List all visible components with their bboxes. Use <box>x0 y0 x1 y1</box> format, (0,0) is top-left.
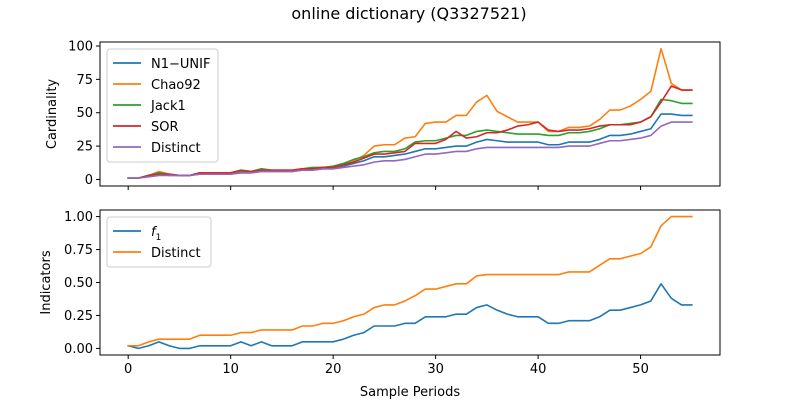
legend-label-distinct: Distinct <box>151 141 201 156</box>
y-tick-label: 50 <box>76 106 93 121</box>
series-line-distinct <box>127 121 693 179</box>
y-tick-label: 0.75 <box>64 243 93 258</box>
x-tick-label: 30 <box>427 362 444 377</box>
y-tick-label: 75 <box>76 73 93 88</box>
y-tick-label: 0.25 <box>64 309 93 324</box>
y-tick-label: 100 <box>68 40 93 55</box>
x-axis-label: Sample Periods <box>360 385 460 400</box>
y-tick-label: 25 <box>76 140 93 155</box>
series-line-sor <box>127 85 693 179</box>
y-tick-label: 0.50 <box>64 276 93 291</box>
series-line-distinct <box>127 215 693 347</box>
y-tick-label: 1.00 <box>64 210 93 225</box>
y-axis-label: Indicators <box>39 250 54 314</box>
chart-title: online dictionary (Q3327521) <box>291 4 526 23</box>
legend-box <box>106 48 219 163</box>
y-tick-label: 0.00 <box>64 342 93 357</box>
legend-label-f1: f1 <box>151 225 161 243</box>
x-tick-label: 0 <box>124 362 132 377</box>
x-tick-label: 50 <box>632 362 649 377</box>
indicators-panel: 0.00 0.25 0.50 0.75 1.00 0 10 20 30 40 50 Indicator… <box>39 209 721 400</box>
legend-box <box>106 216 212 268</box>
series-line-f1 <box>127 283 693 350</box>
x-tick-label: 10 <box>222 362 239 377</box>
y-axis-label: Cardinality <box>45 79 60 150</box>
cardinality-panel: 0 25 50 75 100 Cardinality N1−UNIF Chao92 Jack1 S… <box>45 40 721 190</box>
x-tick-label: 40 <box>530 362 547 377</box>
legend-label-jack1: Jack1 <box>150 99 186 114</box>
y-tick-label: 0 <box>85 173 93 188</box>
legend-label-sor: SOR <box>151 120 179 135</box>
legend-label-n1-unif: N1−UNIF <box>151 57 210 72</box>
plot-frame <box>99 41 721 187</box>
legend-label-chao92: Chao92 <box>151 78 201 93</box>
x-tick-label: 20 <box>325 362 342 377</box>
legend-label-distinct: Distinct <box>151 246 201 261</box>
